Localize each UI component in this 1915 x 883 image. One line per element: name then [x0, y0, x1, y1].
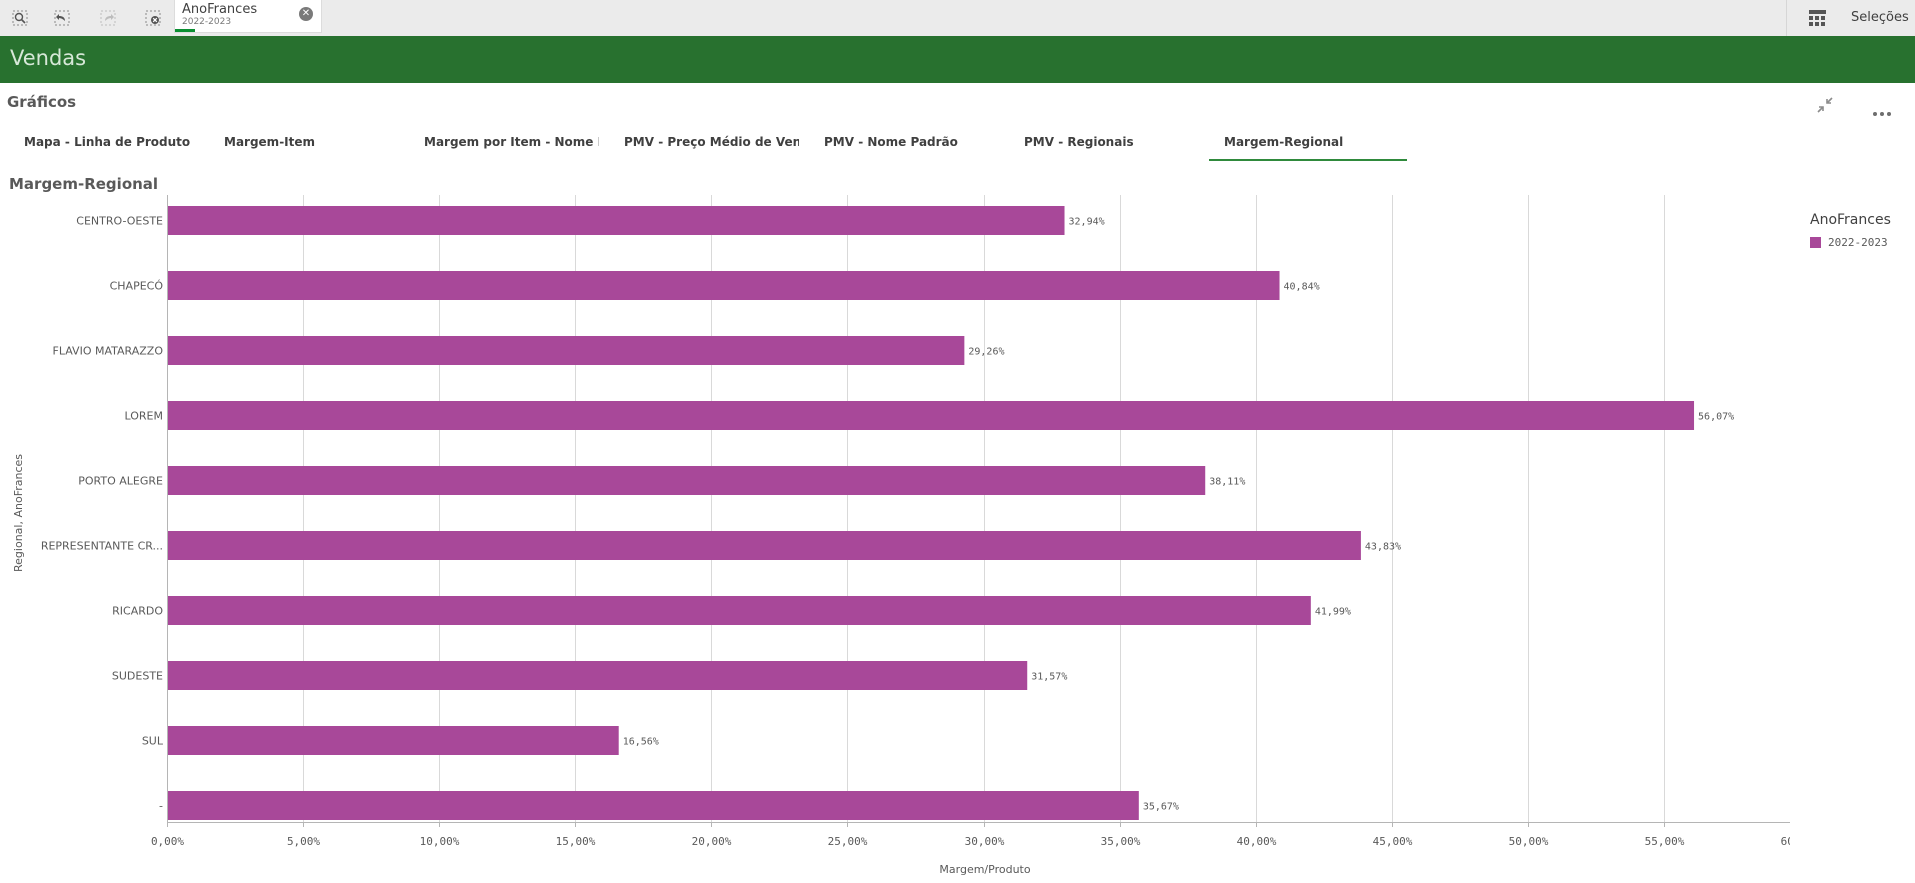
tab-margem-por-item[interactable]: Margem por Item - Nome P...: [424, 135, 599, 149]
data-label: 32,94%: [1069, 217, 1105, 228]
data-label: 43,83%: [1365, 542, 1401, 553]
x-tick-label: 20,00%: [692, 835, 732, 848]
tab-margem-item[interactable]: Margem-Item: [224, 135, 316, 149]
bar[interactable]: [168, 466, 1206, 495]
category-label: REPRESENTANTE CR...: [41, 540, 163, 553]
legend-item-label: 2022-2023: [1828, 236, 1888, 249]
category-label: CHAPECÓ: [110, 280, 164, 293]
x-tick-label: 55,00%: [1645, 835, 1685, 848]
tab-pmv-preco-medio[interactable]: PMV - Preço Médio de Venda: [624, 135, 799, 149]
legend-title: AnoFrances: [1810, 212, 1891, 228]
data-label: 35,67%: [1143, 802, 1179, 813]
x-tick-label: 5,00%: [287, 835, 320, 848]
bar[interactable]: [168, 271, 1280, 300]
grid-icon[interactable]: [1809, 10, 1826, 30]
x-tick-label: 30,00%: [965, 835, 1005, 848]
legend: AnoFrances 2022-2023: [1810, 212, 1891, 249]
y-axis-title: Regional, AnoFrances: [12, 454, 25, 572]
data-label: 38,11%: [1209, 477, 1245, 488]
x-axis-title: Margem/Produto: [939, 863, 1030, 876]
bar[interactable]: [168, 336, 965, 365]
chart-title: Margem-Regional: [9, 175, 159, 193]
data-label: 56,07%: [1698, 412, 1734, 423]
clear-selections-icon[interactable]: [140, 6, 166, 30]
selections-label[interactable]: Seleções: [1851, 10, 1909, 25]
category-label: RICARDO: [112, 605, 163, 618]
x-tick-label: 45,00%: [1373, 835, 1413, 848]
category-label: SUL: [142, 735, 164, 748]
selections-tool[interactable]: Seleções: [1786, 0, 1915, 36]
category-label: PORTO ALEGRE: [78, 475, 163, 488]
x-tick-label: 25,00%: [828, 835, 868, 848]
bar[interactable]: [168, 596, 1311, 625]
x-tick-label: 15,00%: [556, 835, 596, 848]
x-tick-label: 0,00%: [151, 835, 184, 848]
data-label: 41,99%: [1315, 607, 1351, 618]
x-tick-label: 35,00%: [1101, 835, 1141, 848]
selection-state-bar: [175, 29, 195, 32]
legend-swatch: [1810, 237, 1821, 248]
category-label: CENTRO-OESTE: [76, 215, 163, 228]
more-options-icon[interactable]: [1872, 102, 1892, 121]
bar[interactable]: [168, 206, 1065, 235]
category-label: -: [159, 800, 163, 813]
sheet-title: Gráficos: [7, 93, 77, 111]
step-forward-icon[interactable]: [95, 6, 121, 30]
data-label: 16,56%: [623, 737, 659, 748]
toolbar: AnoFrances 2022-2023 ✕ Seleções: [0, 0, 1915, 37]
bar-chart: 0,00% 5,00% 10,00% 15,00% 20,00% 25,00% 30,00%…: [12, 195, 1790, 876]
x-tick-label: 50,00%: [1509, 835, 1549, 848]
bar[interactable]: [168, 401, 1695, 430]
smart-search-icon[interactable]: [7, 6, 33, 30]
close-icon[interactable]: ✕: [299, 7, 313, 21]
x-tick-label: 40,00%: [1237, 835, 1277, 848]
step-back-icon[interactable]: [49, 6, 75, 30]
bar[interactable]: [168, 661, 1028, 690]
exit-fullscreen-icon[interactable]: [1816, 96, 1834, 118]
app-header: Vendas: [0, 36, 1915, 83]
category-label: FLAVIO MATARAZZO: [53, 345, 164, 358]
chart-tabs: Mapa - Linha de Produto Margem-Item Marg…: [0, 130, 1915, 162]
x-tick-label: 60,00%: [1781, 835, 1790, 848]
data-label: 40,84%: [1284, 282, 1320, 293]
data-label: 29,26%: [968, 347, 1004, 358]
category-label: LOREM: [125, 410, 163, 423]
legend-item[interactable]: 2022-2023: [1810, 236, 1891, 249]
selection-field: AnoFrances: [182, 2, 258, 17]
bar[interactable]: [168, 791, 1139, 820]
selection-value: 2022-2023: [182, 17, 232, 27]
tab-pmv-nome-padrao[interactable]: PMV - Nome Padrão: [824, 135, 958, 149]
x-tick-label: 10,00%: [420, 835, 460, 848]
app-title: Vendas: [10, 46, 87, 70]
data-label: 31,57%: [1031, 672, 1067, 683]
bar[interactable]: [168, 531, 1361, 560]
tab-mapa-linha-de-produto[interactable]: Mapa - Linha de Produto: [24, 135, 191, 149]
category-label: SUDESTE: [112, 670, 163, 683]
tab-pmv-regionais[interactable]: PMV - Regionais: [1024, 135, 1134, 149]
bar[interactable]: [168, 726, 619, 755]
selection-chip[interactable]: AnoFrances 2022-2023 ✕: [174, 0, 322, 33]
tab-margem-regional[interactable]: Margem-Regional: [1209, 130, 1407, 161]
